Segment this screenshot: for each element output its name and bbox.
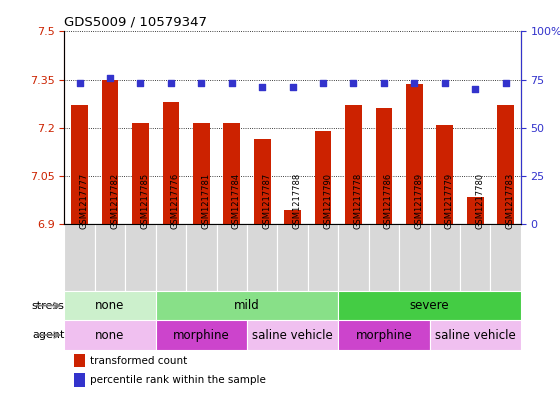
- Point: [166, 80, 175, 86]
- Bar: [156, 224, 186, 291]
- Bar: [497, 105, 514, 224]
- Point: [471, 86, 480, 92]
- Text: GSM1217785: GSM1217785: [141, 173, 150, 230]
- Bar: [64, 320, 156, 350]
- Point: [440, 80, 449, 86]
- Text: GSM1217778: GSM1217778: [353, 173, 362, 230]
- Text: percentile rank within the sample: percentile rank within the sample: [90, 375, 265, 386]
- Bar: [73, 373, 85, 387]
- Bar: [156, 291, 338, 320]
- Text: GSM1217782: GSM1217782: [110, 173, 119, 230]
- Bar: [338, 320, 430, 350]
- Bar: [64, 224, 95, 291]
- Point: [380, 80, 389, 86]
- Text: severe: severe: [410, 299, 449, 312]
- Bar: [338, 291, 521, 320]
- Point: [319, 80, 328, 86]
- Bar: [125, 224, 156, 291]
- Bar: [132, 123, 149, 224]
- Bar: [460, 224, 491, 291]
- Bar: [491, 224, 521, 291]
- Text: GSM1217787: GSM1217787: [262, 173, 271, 230]
- Text: GSM1217788: GSM1217788: [293, 173, 302, 230]
- Bar: [338, 224, 368, 291]
- Bar: [162, 102, 179, 224]
- Bar: [376, 108, 392, 224]
- Text: none: none: [95, 329, 125, 342]
- Bar: [467, 197, 483, 224]
- Text: mild: mild: [234, 299, 260, 312]
- Point: [106, 75, 115, 81]
- Text: stress: stress: [31, 301, 64, 310]
- Bar: [436, 125, 453, 224]
- Bar: [345, 105, 362, 224]
- Bar: [64, 291, 156, 320]
- Bar: [430, 224, 460, 291]
- Text: morphine: morphine: [356, 329, 412, 342]
- Text: agent: agent: [32, 330, 64, 340]
- Bar: [284, 209, 301, 224]
- Bar: [430, 320, 521, 350]
- Point: [288, 84, 297, 90]
- Bar: [368, 224, 399, 291]
- Point: [136, 80, 145, 86]
- Bar: [308, 224, 338, 291]
- Bar: [277, 224, 308, 291]
- Bar: [186, 224, 217, 291]
- Bar: [95, 224, 125, 291]
- Bar: [217, 224, 247, 291]
- Text: saline vehicle: saline vehicle: [435, 329, 516, 342]
- Text: GSM1217783: GSM1217783: [506, 173, 515, 230]
- Bar: [254, 139, 270, 224]
- Point: [258, 84, 267, 90]
- Bar: [223, 123, 240, 224]
- Point: [501, 80, 510, 86]
- Text: GSM1217789: GSM1217789: [414, 173, 423, 230]
- Text: GSM1217781: GSM1217781: [202, 173, 211, 230]
- Text: GSM1217777: GSM1217777: [80, 173, 88, 230]
- Bar: [247, 224, 277, 291]
- Bar: [71, 105, 88, 224]
- Bar: [399, 224, 430, 291]
- Point: [349, 80, 358, 86]
- Bar: [73, 354, 85, 367]
- Text: GDS5009 / 10579347: GDS5009 / 10579347: [64, 16, 207, 29]
- Point: [410, 80, 419, 86]
- Bar: [315, 131, 332, 224]
- Bar: [156, 320, 247, 350]
- Text: GSM1217786: GSM1217786: [384, 173, 393, 230]
- Point: [75, 80, 84, 86]
- Point: [227, 80, 236, 86]
- Text: GSM1217776: GSM1217776: [171, 173, 180, 230]
- Bar: [102, 80, 118, 224]
- Text: morphine: morphine: [173, 329, 230, 342]
- Text: saline vehicle: saline vehicle: [252, 329, 333, 342]
- Text: GSM1217790: GSM1217790: [323, 173, 332, 230]
- Text: none: none: [95, 299, 125, 312]
- Text: GSM1217780: GSM1217780: [475, 173, 484, 230]
- Text: GSM1217779: GSM1217779: [445, 173, 454, 230]
- Bar: [406, 84, 423, 224]
- Text: GSM1217784: GSM1217784: [232, 173, 241, 230]
- Point: [197, 80, 206, 86]
- Bar: [247, 320, 338, 350]
- Text: transformed count: transformed count: [90, 356, 186, 366]
- Bar: [193, 123, 209, 224]
